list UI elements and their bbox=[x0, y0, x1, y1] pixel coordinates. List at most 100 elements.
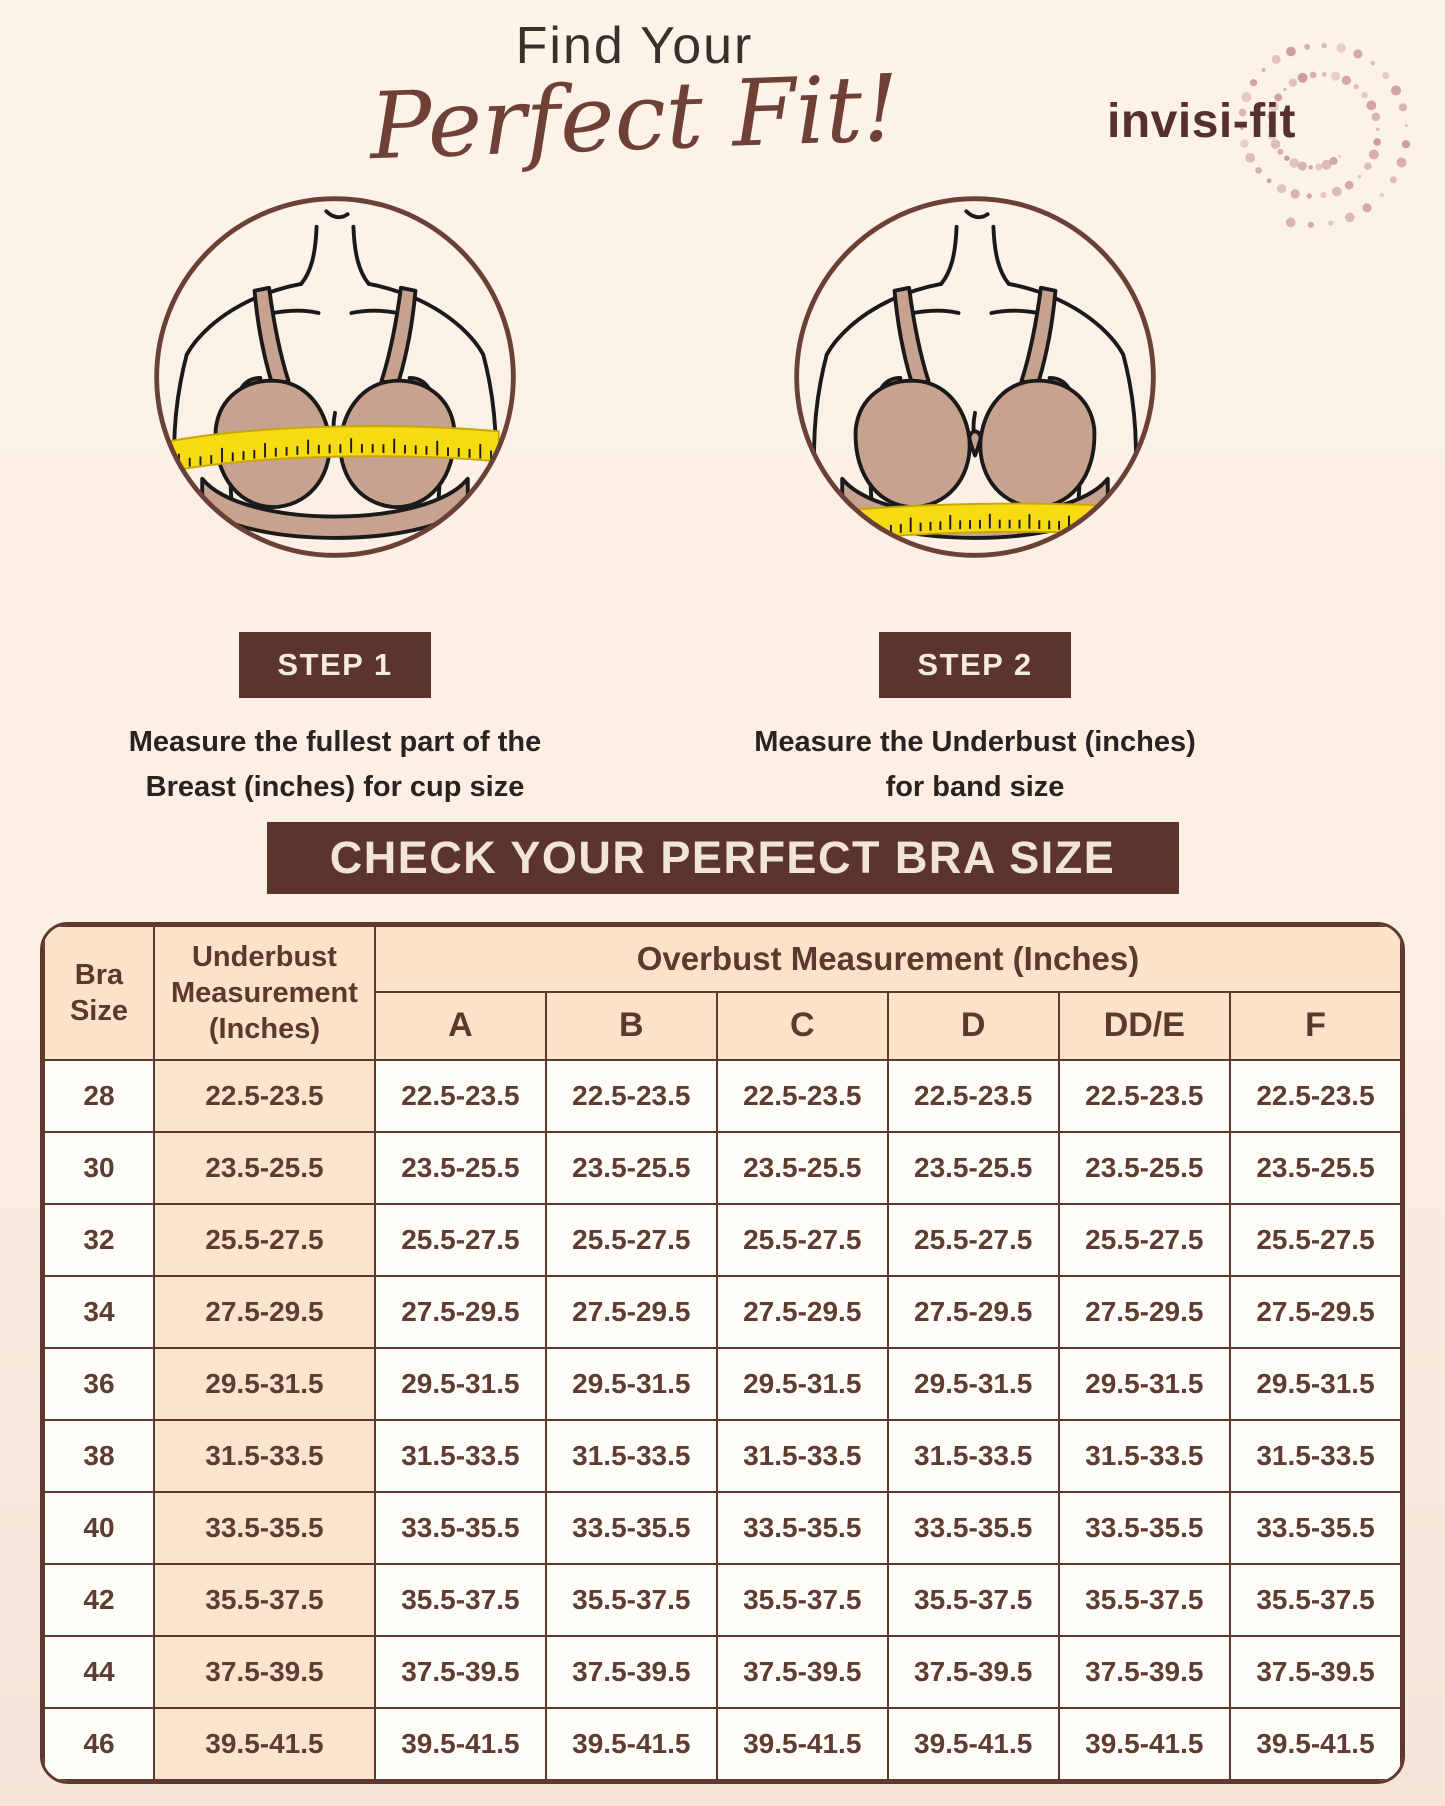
underbust-range-cell: 33.5-35.5 bbox=[152, 1490, 376, 1565]
bra-size-table: Bra Size Underbust Measurement (Inches) … bbox=[43, 924, 1402, 1781]
step-1-column: STEP 1 Measure the fullest part of the B… bbox=[15, 188, 655, 810]
measuring-tape-overbust bbox=[170, 425, 500, 473]
overbust-range-cell: 27.5-29.5 bbox=[886, 1274, 1060, 1349]
cup-size-header-row: A B C D DD/E F bbox=[44, 990, 1402, 1061]
underbust-header-line1: Underbust bbox=[191, 940, 337, 973]
underbust-range-cell: 31.5-33.5 bbox=[152, 1418, 376, 1493]
overbust-range-cell: 29.5-31.5 bbox=[373, 1346, 547, 1421]
overbust-range-cell: 22.5-23.5 bbox=[715, 1058, 889, 1133]
overbust-range-cell: 39.5-41.5 bbox=[1057, 1706, 1232, 1781]
brand-logo: invisi-fit bbox=[1107, 28, 1411, 238]
overbust-range-cell: 27.5-29.5 bbox=[1057, 1274, 1232, 1349]
bra-size-cell: 40 bbox=[43, 1490, 155, 1565]
bra-size-cell: 34 bbox=[43, 1274, 155, 1349]
overbust-range-cell: 39.5-41.5 bbox=[886, 1706, 1060, 1781]
overbust-range-cell: 25.5-27.5 bbox=[1057, 1202, 1232, 1277]
step-1-desc-line1: Measure the fullest part of the bbox=[128, 726, 542, 758]
table-row-size-38: 38 31.5-33.5 31.5-33.5 31.5-33.5 31.5-33.5 31… bbox=[43, 1418, 1402, 1493]
bra-size-cell: 36 bbox=[43, 1346, 155, 1421]
brand-name: invisi-fit bbox=[1107, 95, 1297, 148]
underbust-range-cell: 25.5-27.5 bbox=[152, 1202, 376, 1277]
header: Find Your Perfect Fit! invisi-fit bbox=[0, 0, 1445, 228]
overbust-range-cell: 37.5-39.5 bbox=[1229, 1634, 1402, 1709]
bra-size-cell: 42 bbox=[43, 1562, 155, 1637]
overbust-range-cell: 23.5-25.5 bbox=[1229, 1130, 1402, 1205]
bra-size-cell: 38 bbox=[43, 1418, 155, 1493]
step-2-desc-line2: for band size bbox=[885, 770, 1065, 803]
underbust-range-cell: 22.5-23.5 bbox=[152, 1058, 376, 1133]
overbust-range-cell: 27.5-29.5 bbox=[715, 1274, 889, 1349]
bra-size-cell: 28 bbox=[43, 1058, 155, 1133]
table-row-size-36: 36 29.5-31.5 29.5-31.5 29.5-31.5 29.5-31.5 29… bbox=[43, 1346, 1402, 1421]
overbust-range-cell: 37.5-39.5 bbox=[373, 1634, 547, 1709]
table-row-size-46: 46 39.5-41.5 39.5-41.5 39.5-41.5 39.5-41.5 39… bbox=[43, 1706, 1402, 1781]
overbust-range-cell: 33.5-35.5 bbox=[1057, 1490, 1232, 1565]
overbust-range-cell: 35.5-37.5 bbox=[715, 1562, 889, 1637]
cup-column-header-f: F bbox=[1229, 990, 1402, 1061]
overbust-range-cell: 29.5-31.5 bbox=[886, 1346, 1060, 1421]
underbust-range-cell: 39.5-41.5 bbox=[152, 1706, 376, 1781]
overbust-range-cell: 35.5-37.5 bbox=[373, 1562, 547, 1637]
overbust-range-cell: 39.5-41.5 bbox=[373, 1706, 547, 1781]
overbust-range-cell: 29.5-31.5 bbox=[715, 1346, 889, 1421]
overbust-range-cell: 25.5-27.5 bbox=[544, 1202, 718, 1277]
bra-size-column-header: Bra Size bbox=[43, 924, 155, 1061]
overbust-range-cell: 31.5-33.5 bbox=[715, 1418, 889, 1493]
overbust-range-cell: 35.5-37.5 bbox=[544, 1562, 718, 1637]
cup-column-header-b: B bbox=[544, 990, 718, 1061]
overbust-measurement-illustration bbox=[154, 196, 516, 558]
overbust-range-cell: 31.5-33.5 bbox=[1229, 1418, 1402, 1493]
measurement-steps: STEP 1 Measure the fullest part of the B… bbox=[0, 188, 1445, 810]
title-line1: Find Your bbox=[515, 17, 754, 75]
bra-size-cell: 30 bbox=[43, 1130, 155, 1205]
underbust-range-cell: 29.5-31.5 bbox=[152, 1346, 376, 1421]
overbust-range-cell: 27.5-29.5 bbox=[373, 1274, 547, 1349]
bra-size-header-line2: Size bbox=[69, 994, 128, 1027]
overbust-range-cell: 37.5-39.5 bbox=[1057, 1634, 1232, 1709]
overbust-range-cell: 29.5-31.5 bbox=[1057, 1346, 1232, 1421]
overbust-range-cell: 23.5-25.5 bbox=[373, 1130, 547, 1205]
overbust-range-cell: 27.5-29.5 bbox=[544, 1274, 718, 1349]
underbust-header-line2: Measurement bbox=[170, 976, 358, 1009]
overbust-range-cell: 23.5-25.5 bbox=[886, 1130, 1060, 1205]
overbust-range-cell: 22.5-23.5 bbox=[1057, 1058, 1232, 1133]
cup-column-header-dd-e: DD/E bbox=[1057, 990, 1232, 1061]
cup-column-header-a: A bbox=[373, 990, 547, 1061]
table-row-size-34: 34 27.5-29.5 27.5-29.5 27.5-29.5 27.5-29.5 27… bbox=[43, 1274, 1402, 1349]
underbust-range-cell: 37.5-39.5 bbox=[152, 1634, 376, 1709]
overbust-range-cell: 33.5-35.5 bbox=[1229, 1490, 1402, 1565]
overbust-range-cell: 27.5-29.5 bbox=[1229, 1274, 1402, 1349]
overbust-range-cell: 35.5-37.5 bbox=[1057, 1562, 1232, 1637]
overbust-range-cell: 33.5-35.5 bbox=[373, 1490, 547, 1565]
step-2-badge: STEP 2 bbox=[879, 632, 1071, 698]
overbust-range-cell: 31.5-33.5 bbox=[1057, 1418, 1232, 1493]
underbust-header-line3: (Inches) bbox=[208, 1013, 321, 1045]
overbust-range-cell: 39.5-41.5 bbox=[544, 1706, 718, 1781]
bra-size-cell: 32 bbox=[43, 1202, 155, 1277]
overbust-range-cell: 22.5-23.5 bbox=[544, 1058, 718, 1133]
overbust-group-header: Overbust Measurement (Inches) bbox=[373, 924, 1402, 993]
bra-size-cell: 44 bbox=[43, 1634, 155, 1709]
step-2-desc-line1: Measure the Underbust (inches) bbox=[754, 726, 1196, 758]
size-table: Bra Size Underbust Measurement (Inches) … bbox=[40, 921, 1405, 1784]
step-1-badge: STEP 1 bbox=[239, 632, 431, 698]
overbust-range-cell: 25.5-27.5 bbox=[715, 1202, 889, 1277]
overbust-range-cell: 37.5-39.5 bbox=[544, 1634, 718, 1709]
overbust-range-cell: 25.5-27.5 bbox=[886, 1202, 1060, 1277]
underbust-range-cell: 35.5-37.5 bbox=[152, 1562, 376, 1637]
overbust-range-cell: 35.5-37.5 bbox=[1229, 1562, 1402, 1637]
step-2-column: STEP 2 Measure the Underbust (inches) fo… bbox=[655, 188, 1295, 810]
table-row-size-42: 42 35.5-37.5 35.5-37.5 35.5-37.5 35.5-37.5 35… bbox=[43, 1562, 1402, 1637]
page-title: Find Your Perfect Fit! bbox=[0, 16, 1357, 180]
overbust-range-cell: 31.5-33.5 bbox=[373, 1418, 547, 1493]
overbust-range-cell: 35.5-37.5 bbox=[886, 1562, 1060, 1637]
overbust-range-cell: 23.5-25.5 bbox=[715, 1130, 889, 1205]
overbust-range-cell: 25.5-27.5 bbox=[373, 1202, 547, 1277]
size-table-body: 28 22.5-23.5 22.5-23.5 22.5-23.5 22.5-23.5 22… bbox=[43, 1058, 1402, 1781]
underbust-range-cell: 23.5-25.5 bbox=[152, 1130, 376, 1205]
logo-dot-swirl-icon bbox=[1238, 42, 1411, 228]
cup-column-header-d: D bbox=[886, 990, 1060, 1061]
overbust-range-cell: 39.5-41.5 bbox=[715, 1706, 889, 1781]
bra-size-cell: 46 bbox=[43, 1706, 155, 1781]
